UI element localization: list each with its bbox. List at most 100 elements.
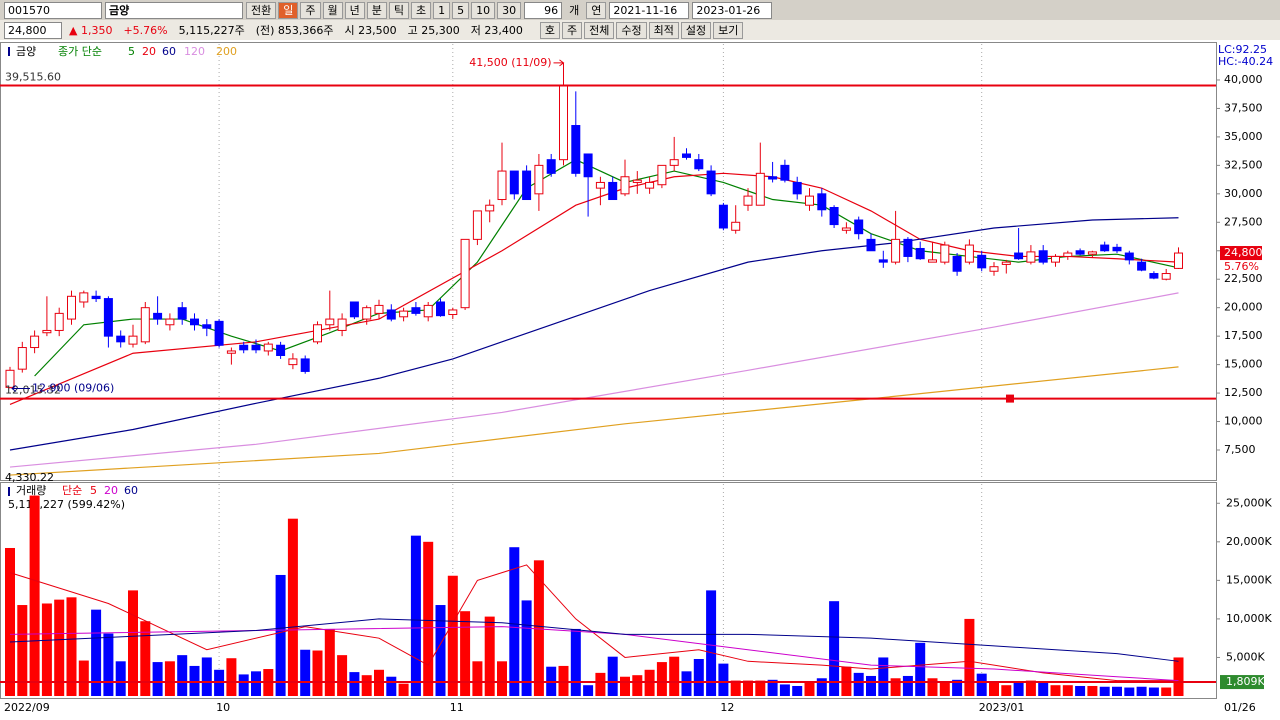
volume-bar xyxy=(915,642,926,696)
volume-bar xyxy=(423,541,434,696)
button[interactable]: 최적 xyxy=(648,21,679,39)
button[interactable]: 년 xyxy=(344,1,365,19)
candle-body xyxy=(755,172,765,206)
button[interactable]: 전체 xyxy=(584,21,615,39)
end-date[interactable]: 2023-01-26 xyxy=(692,1,773,19)
legend-entry: 5 xyxy=(90,484,97,497)
candle-body xyxy=(792,181,802,195)
volume-bar xyxy=(251,671,261,696)
candle-body xyxy=(128,335,138,345)
annotation-arrow xyxy=(11,385,30,392)
volume-bar xyxy=(767,679,778,696)
volume-bar xyxy=(989,682,999,696)
candle-body xyxy=(239,344,249,351)
start-date[interactable]: 2021-11-16 xyxy=(609,1,690,19)
legend-prefix: 종가 단순 xyxy=(58,45,102,58)
button[interactable]: 주 xyxy=(562,21,583,39)
panel-border xyxy=(0,42,1217,481)
candle-body xyxy=(485,204,495,212)
volume-bar xyxy=(1161,687,1172,696)
candle-body xyxy=(915,247,925,260)
volume-info: 5,115,227 (599.42%) xyxy=(8,498,125,511)
volume-bar xyxy=(275,574,286,696)
legend-name: 금양 xyxy=(16,45,36,58)
button[interactable]: 30 xyxy=(497,1,522,19)
volume-bar xyxy=(1087,685,1098,696)
count[interactable]: 96 xyxy=(524,1,563,19)
volume-bar xyxy=(66,597,77,696)
volume-bar xyxy=(976,673,987,696)
volume-bar xyxy=(755,680,766,696)
volume-bar xyxy=(41,603,52,696)
candle-body xyxy=(509,170,519,195)
link-button[interactable]: 연 xyxy=(586,1,607,19)
stock-name[interactable]: 금양 xyxy=(105,1,243,19)
volume-bar xyxy=(669,656,680,696)
volume-bar xyxy=(164,661,175,696)
button[interactable]: 수정 xyxy=(616,21,647,39)
volume-bar xyxy=(300,649,311,696)
y-tick-label: 10,000K xyxy=(1226,612,1272,625)
button[interactable]: 5 xyxy=(452,1,470,19)
candle-body xyxy=(116,335,126,343)
volume: 5,115,227주 xyxy=(178,24,245,37)
x-end-label: 01/26 xyxy=(1224,701,1256,714)
candle-body xyxy=(571,125,581,174)
x-tick-label: 12 xyxy=(720,701,734,714)
candle-body xyxy=(1014,252,1024,260)
y-tick-label: 27,500 xyxy=(1224,215,1263,228)
candle-body xyxy=(1063,252,1073,257)
candle-body xyxy=(1124,252,1134,261)
y-tick-label: 12,500 xyxy=(1224,386,1263,399)
volume-bar xyxy=(337,655,348,696)
candle-body xyxy=(952,255,962,272)
candle-body xyxy=(399,310,409,318)
y-tick-label: 32,500 xyxy=(1224,158,1263,171)
volume-bar xyxy=(1025,680,1036,696)
candle-body xyxy=(1174,252,1183,269)
button[interactable]: 1 xyxy=(433,1,451,19)
candle-body xyxy=(694,159,704,170)
candle-body xyxy=(5,369,15,388)
candle-body xyxy=(1075,250,1085,255)
button[interactable]: 전환 xyxy=(246,1,277,19)
button[interactable]: 주 xyxy=(300,1,321,19)
candle-body xyxy=(657,164,667,186)
button[interactable]: 틱 xyxy=(388,1,409,19)
button[interactable]: 보기 xyxy=(713,21,744,39)
y-tick-label: 37,500 xyxy=(1224,101,1263,114)
y-tick-label: 10,000 xyxy=(1224,415,1263,428)
volume-bar xyxy=(17,605,28,696)
candle-body xyxy=(1087,251,1097,255)
legend-entry: 200 xyxy=(216,45,237,58)
volume-bar xyxy=(386,676,397,696)
candle-body xyxy=(620,176,630,195)
volume-bar xyxy=(804,682,815,696)
candle-body xyxy=(190,318,199,326)
count-unit: 개 xyxy=(569,4,580,17)
volume-bar xyxy=(435,605,446,696)
y-tick-label: 5,000K xyxy=(1226,650,1265,663)
stock-code[interactable]: 001570 xyxy=(4,1,102,19)
y-tick-label: 20,000K xyxy=(1226,535,1272,548)
volume-bar xyxy=(878,657,889,696)
button[interactable]: 설정 xyxy=(680,21,712,39)
volume-bar xyxy=(1038,681,1049,696)
legend-entry: 20 xyxy=(142,45,156,58)
candle-body xyxy=(349,301,359,318)
candle-body xyxy=(559,85,568,161)
button[interactable]: 10 xyxy=(471,1,496,19)
volume-bar xyxy=(632,675,643,696)
volume-bar xyxy=(287,518,298,696)
candle-body xyxy=(300,358,310,372)
button[interactable]: 초 xyxy=(411,1,432,19)
button[interactable]: 월 xyxy=(322,1,343,19)
volume-bar xyxy=(558,665,569,696)
button[interactable]: 분 xyxy=(366,1,387,19)
volume-bar xyxy=(103,633,114,696)
change: ▲ 1,350 xyxy=(69,23,113,37)
corner-label: HC:-40.24 xyxy=(1218,55,1273,68)
legend-entry: 60 xyxy=(124,484,138,497)
button[interactable]: 일 xyxy=(278,1,299,19)
button[interactable]: 호 xyxy=(539,21,560,39)
